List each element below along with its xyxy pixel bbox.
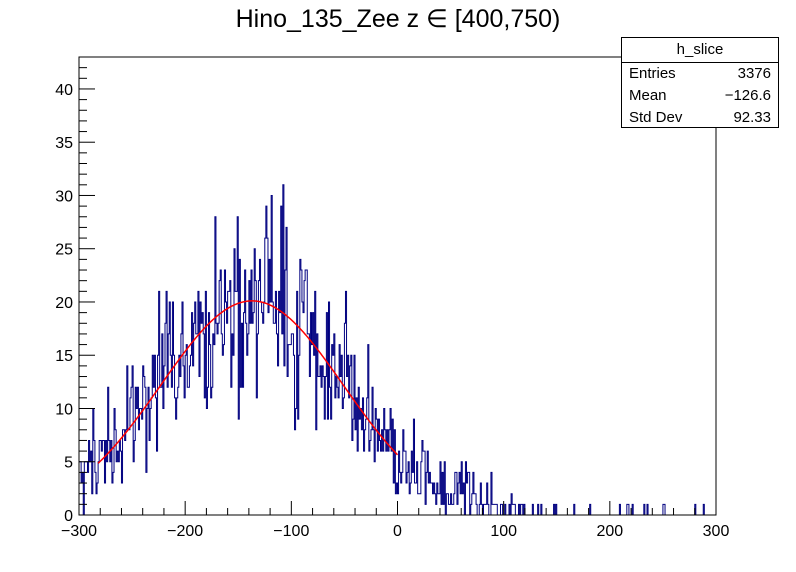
axes-layer: −300 −200 −100 0 100 200 300 0 5 10 15 20 25 30 35 40 — [55, 56, 730, 540]
y-tick-label: 10 — [55, 401, 73, 418]
stats-std-value: 92.33 — [733, 109, 771, 126]
stats-box: h_slice Entries 3376 Mean −126.6 Std Dev… — [621, 37, 779, 128]
x-tick-label: −100 — [273, 523, 309, 540]
stats-mean-row: Mean −126.6 — [622, 85, 778, 107]
y-tick-label: 15 — [55, 348, 73, 365]
stats-entries-row: Entries 3376 — [622, 63, 778, 85]
x-tick-label: 300 — [703, 523, 730, 540]
chart-title: Hino_135_Zee z ∈ [400,750) — [235, 5, 561, 33]
y-tick-label: 0 — [64, 508, 73, 525]
x-tick-label: 0 — [393, 523, 402, 540]
fit-layer — [97, 300, 399, 464]
stats-std-row: Std Dev 92.33 — [622, 107, 778, 129]
histogram-line — [79, 184, 716, 516]
stats-mean-value: −126.6 — [724, 87, 771, 104]
y-tick-label: 40 — [55, 82, 73, 99]
stats-mean-label: Mean — [629, 87, 667, 104]
gaussian-fit-line — [97, 300, 399, 464]
y-tick-label: 20 — [55, 295, 73, 312]
stats-title: h_slice — [622, 38, 778, 63]
y-tick-label: 5 — [64, 455, 73, 472]
stats-entries-value: 3376 — [737, 65, 771, 82]
y-tick-label: 30 — [55, 188, 73, 205]
histogram-layer — [79, 184, 716, 516]
stats-std-label: Std Dev — [629, 109, 683, 126]
x-tick-label: −300 — [61, 523, 97, 540]
x-tick-label: 100 — [490, 523, 517, 540]
x-tick-label: −200 — [167, 523, 203, 540]
y-tick-label: 35 — [55, 135, 73, 152]
stats-entries-label: Entries — [629, 65, 676, 82]
x-tick-label: 200 — [596, 523, 623, 540]
y-tick-label: 25 — [55, 242, 73, 259]
